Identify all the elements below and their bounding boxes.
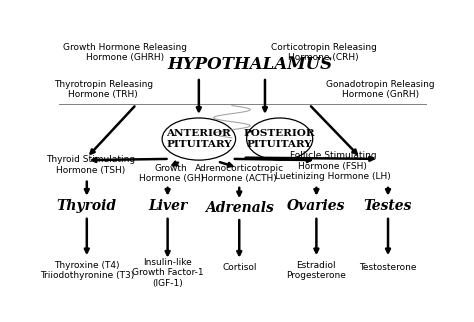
- Text: Adrenocorticotropic
Hormone (ACTH): Adrenocorticotropic Hormone (ACTH): [195, 164, 284, 184]
- Text: Gonadotropin Releasing
Hormone (GnRH): Gonadotropin Releasing Hormone (GnRH): [327, 80, 435, 99]
- Text: Insulin-like
Growth Factor-1
(IGF-1): Insulin-like Growth Factor-1 (IGF-1): [132, 258, 203, 288]
- Text: Thyroxine (T4)
Triiodothyronine (T3): Thyroxine (T4) Triiodothyronine (T3): [40, 261, 134, 280]
- Text: Adrenals: Adrenals: [205, 202, 273, 215]
- Text: Testes: Testes: [364, 199, 412, 213]
- Text: Cortisol: Cortisol: [222, 263, 256, 272]
- Text: Corticotropin Releasing
Hormone (CRH): Corticotropin Releasing Hormone (CRH): [271, 43, 377, 62]
- Text: Follicle Stimulating
Hormone (FSH)
Luetinizing Hormone (LH): Follicle Stimulating Hormone (FSH) Lueti…: [275, 151, 391, 181]
- Text: Testosterone: Testosterone: [359, 263, 417, 272]
- Text: ANTERIOR
PITUITARY: ANTERIOR PITUITARY: [166, 129, 232, 149]
- Text: Growth Hormone Releasing
Hormone (GHRH): Growth Hormone Releasing Hormone (GHRH): [64, 43, 187, 62]
- Text: Estradiol
Progesterone: Estradiol Progesterone: [286, 261, 346, 280]
- Text: HYPOTHALAMUS: HYPOTHALAMUS: [168, 56, 333, 73]
- Text: Thyroid Stimulating
Hormone (TSH): Thyroid Stimulating Hormone (TSH): [46, 156, 135, 175]
- Text: Thyroid: Thyroid: [57, 199, 117, 213]
- Text: Liver: Liver: [148, 199, 187, 213]
- Text: Ovaries: Ovaries: [287, 199, 346, 213]
- Text: POSTERIOR
PITUITARY: POSTERIOR PITUITARY: [244, 129, 316, 149]
- Text: Thyrotropin Releasing
Hormone (TRH): Thyrotropin Releasing Hormone (TRH): [54, 80, 153, 99]
- Text: Growth
Hormone (GH): Growth Hormone (GH): [139, 164, 204, 184]
